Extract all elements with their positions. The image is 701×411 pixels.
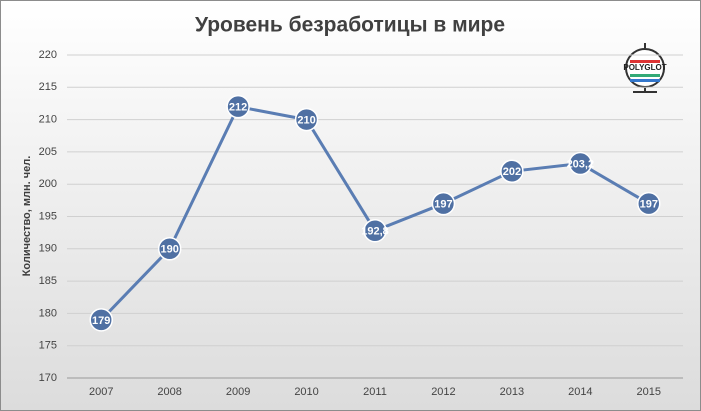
marker bbox=[500, 159, 524, 184]
chart-title: Уровень безработицы в мире bbox=[195, 14, 505, 37]
y-tick-label: 175 bbox=[39, 340, 57, 352]
logo-stripe bbox=[630, 74, 660, 77]
y-tick-label: 195 bbox=[39, 210, 57, 222]
x-tick-label: 2014 bbox=[568, 386, 592, 398]
x-tick-label: 2009 bbox=[226, 386, 250, 398]
y-axis-label: Количество, млн. чел. bbox=[21, 156, 33, 277]
y-tick-label: 205 bbox=[39, 146, 57, 158]
value-label: 197 bbox=[434, 198, 452, 210]
logo-stripe bbox=[630, 60, 660, 63]
y-tick-label: 200 bbox=[39, 178, 57, 190]
x-tick-label: 2011 bbox=[363, 386, 387, 398]
x-tick-label: 2012 bbox=[431, 386, 455, 398]
marker bbox=[363, 218, 387, 243]
value-label: 190 bbox=[160, 244, 178, 256]
value-label: 202 bbox=[503, 166, 521, 178]
value-label: 210 bbox=[297, 115, 315, 127]
value-label: 179 bbox=[92, 315, 110, 327]
x-tick-label: 2007 bbox=[89, 386, 113, 398]
x-tick-label: 2013 bbox=[500, 386, 524, 398]
marker bbox=[89, 308, 113, 332]
value-label: 192,8 bbox=[361, 226, 389, 238]
y-tick-label: 210 bbox=[39, 114, 57, 126]
y-tick-label: 215 bbox=[39, 81, 57, 93]
value-label: 212 bbox=[229, 102, 247, 114]
logo-stripe bbox=[630, 79, 660, 82]
logo-stand bbox=[633, 43, 657, 93]
y-tick-label: 220 bbox=[39, 49, 57, 61]
marker bbox=[157, 237, 182, 261]
value-label: 203,2 bbox=[567, 158, 595, 170]
logo: POLYGLOT bbox=[623, 43, 667, 93]
marker bbox=[568, 151, 593, 176]
value-label: 197 bbox=[640, 198, 658, 210]
x-tick-label: 2010 bbox=[294, 386, 318, 398]
x-tick-label: 2008 bbox=[157, 386, 181, 398]
marker bbox=[226, 94, 250, 119]
y-tick-label: 170 bbox=[39, 372, 57, 384]
marker bbox=[431, 191, 456, 216]
x-tick-label: 2015 bbox=[637, 386, 661, 398]
y-tick-label: 185 bbox=[39, 275, 57, 287]
logo-text: POLYGLOT bbox=[623, 63, 666, 72]
y-tick-label: 180 bbox=[39, 307, 57, 319]
y-tick-label: 190 bbox=[39, 243, 57, 255]
marker bbox=[637, 191, 661, 216]
marker bbox=[294, 107, 319, 132]
